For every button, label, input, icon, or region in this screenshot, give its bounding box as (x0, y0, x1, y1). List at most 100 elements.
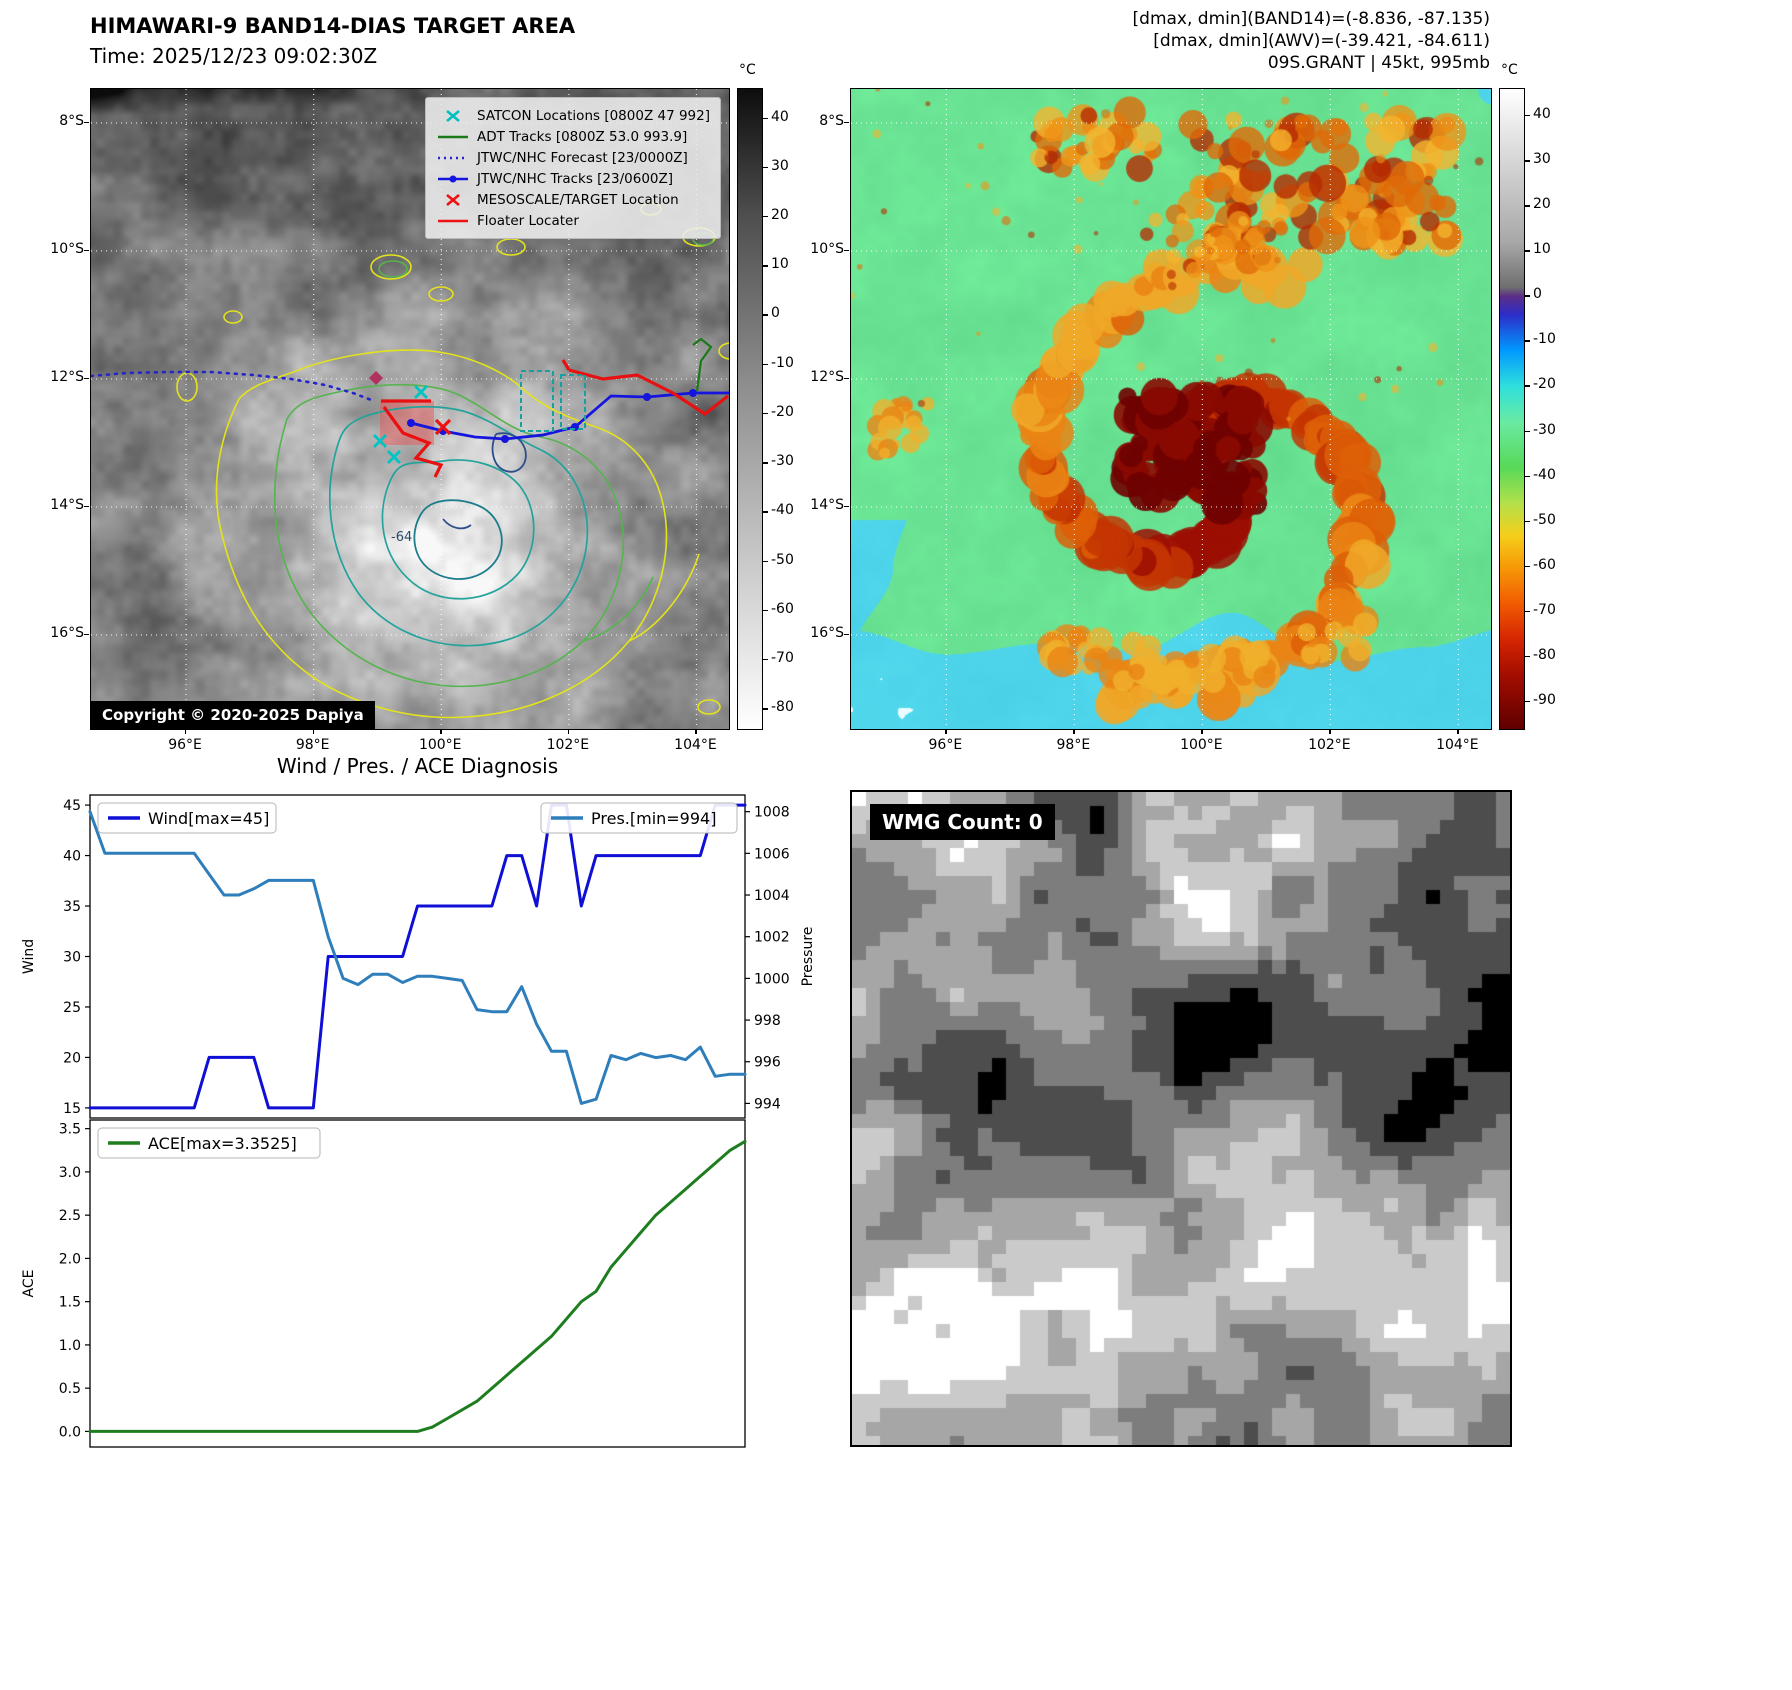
tick-mark (84, 121, 89, 124)
mesoscale-rects (520, 370, 586, 432)
tick-mark (84, 633, 89, 636)
tick-mark (763, 166, 768, 169)
tick-mark (695, 729, 697, 734)
tick-mark (440, 729, 442, 734)
tick-mark (1525, 295, 1530, 297)
colorbar-tick-label: 40 (771, 108, 789, 125)
tick-mark (763, 659, 768, 661)
y2-tick-label: 1000 (754, 971, 790, 987)
y2-tick-label: 1004 (754, 888, 790, 904)
colorbar-tick-label: -80 (771, 699, 794, 716)
lon-tick-label: 100°E (1180, 737, 1223, 753)
floater-track (381, 359, 729, 478)
colorbar-tick-label: -90 (1533, 691, 1556, 708)
y-tick-label: 0.5 (59, 1381, 81, 1397)
colorbar-tick-label: 30 (1533, 151, 1551, 168)
awv-satellite-image (851, 89, 1491, 729)
band14-time: Time: 2025/12/23 09:02:30Z (90, 44, 378, 68)
colorbar-tick-label: -10 (771, 354, 794, 371)
tick-mark (84, 377, 89, 380)
x-marker-icon (446, 193, 460, 206)
chart-frame (89, 1119, 746, 1448)
dmax-dmin-band14: [dmax, dmin](BAND14)=(-8.836, -87.135) (1132, 9, 1490, 29)
tick-mark (763, 363, 768, 366)
colorbar-tick-label: 20 (1533, 196, 1551, 213)
lat-tick-label: 12°S (50, 368, 84, 385)
y2-tick-label: 998 (754, 1013, 781, 1029)
dmax-dmin-awv: [dmax, dmin](AWV)=(-39.421, -84.611) (1153, 31, 1490, 51)
forecast-start-marker (369, 371, 383, 385)
colorbar-tick-label: 10 (1533, 241, 1551, 258)
tick-mark (763, 560, 768, 562)
tick-mark (1201, 729, 1203, 734)
tick-mark (1525, 385, 1530, 387)
y-tick-label: 25 (63, 1000, 81, 1016)
chart-legend-label: Wind[max=45] (148, 809, 269, 828)
tick-mark (84, 505, 89, 508)
band14-map: -64 (90, 88, 730, 730)
band14-legend: SATCON Locations [0800Z 47 992] ADT Track… (425, 97, 721, 239)
legend-item-label: SATCON Locations [0800Z 47 992] (477, 107, 710, 124)
copyright-badge: Copyright © 2020-2025 Dapiya (91, 701, 375, 729)
storm-id-label: 09S.GRANT | 45kt, 995mb (1267, 53, 1490, 73)
legend-item: JTWC/NHC Tracks [23/0600Z] (436, 168, 710, 189)
colorbar-unit: °C (739, 62, 756, 78)
contour-dark-teal (413, 499, 503, 580)
tick-mark (1525, 250, 1530, 252)
y-tick-label: 45 (63, 798, 81, 814)
tick-mark (844, 633, 849, 636)
legend-item: ADT Tracks [0800Z 53.0 993.9] (436, 126, 710, 147)
y-tick-label: 15 (63, 1101, 81, 1117)
tick-mark (1525, 160, 1530, 162)
legend-item: MESOSCALE/TARGET Location (436, 189, 710, 210)
data-series-ACE[max=3.3525] (88, 1139, 747, 1433)
lat-tick-label: 16°S (810, 624, 844, 641)
legend-item-label: Floater Locater (477, 212, 579, 229)
map-grid (851, 89, 1491, 729)
chart-legend (97, 1127, 321, 1159)
y2-axis-label: Pressure (800, 927, 816, 987)
lat-tick-label: 8°S (59, 112, 84, 129)
y2-tick-label: 996 (754, 1055, 781, 1071)
lat-tick-label: 16°S (50, 624, 84, 641)
lat-tick-label: 14°S (50, 496, 84, 513)
satcon-marker (373, 385, 428, 464)
colorbar-tick-label: -40 (771, 502, 794, 519)
tick-mark (1525, 700, 1530, 703)
tick-mark (763, 708, 768, 710)
tick-mark (1525, 565, 1530, 568)
y-tick-label: 35 (63, 899, 81, 915)
colorbar-tick-label: -20 (771, 403, 794, 420)
dotted-marker-icon (438, 156, 468, 159)
colorbar (1499, 88, 1525, 730)
lon-tick-label: 104°E (674, 737, 717, 753)
colorbar-tick-label: 10 (771, 256, 789, 273)
awv-header: [dmax, dmin](BAND14)=(-8.836, -87.135) [… (1090, 8, 1490, 74)
tick-mark (1525, 520, 1530, 523)
colorbar-tick-label: -70 (1533, 601, 1556, 618)
y-tick-label: 1.0 (59, 1338, 81, 1354)
line-dot-marker-icon (438, 175, 468, 182)
lon-tick-label: 98°E (1056, 737, 1091, 753)
chart-legend-label: ACE[max=3.3525] (148, 1134, 297, 1153)
tick-mark (1525, 340, 1530, 342)
tick-mark (844, 505, 849, 508)
chart-legend-label: Pres.[min=994] (591, 809, 716, 828)
lat-tick-label: 12°S (810, 368, 844, 385)
lon-tick-label: 96°E (168, 737, 202, 753)
y-tick-label: 2.0 (59, 1251, 81, 1267)
awv-map (850, 88, 1492, 730)
colorbar-tick-label: -50 (771, 551, 794, 568)
legend-item-label: MESOSCALE/TARGET Location (477, 191, 679, 208)
tick-mark (763, 117, 768, 119)
contour-teal (329, 405, 589, 647)
forecast-track (91, 370, 376, 403)
legend-item-label: ADT Tracks [0800Z 53.0 993.9] (477, 128, 688, 145)
lat-tick-label: 10°S (50, 240, 84, 257)
tick-mark (567, 729, 570, 734)
tick-mark (1525, 655, 1530, 658)
wmg-panel: WMG Count: 0 (850, 790, 1512, 1447)
tick-mark (844, 377, 849, 380)
colorbar-tick-label: 30 (771, 157, 789, 174)
chart-legend (97, 802, 277, 834)
